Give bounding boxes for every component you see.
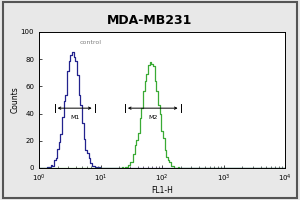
X-axis label: FL1-H: FL1-H	[151, 186, 173, 195]
Y-axis label: Counts: Counts	[10, 87, 19, 113]
Text: M2: M2	[148, 115, 158, 120]
Text: M1: M1	[70, 115, 79, 120]
Text: control: control	[79, 40, 101, 45]
Text: MDA-MB231: MDA-MB231	[107, 14, 193, 27]
